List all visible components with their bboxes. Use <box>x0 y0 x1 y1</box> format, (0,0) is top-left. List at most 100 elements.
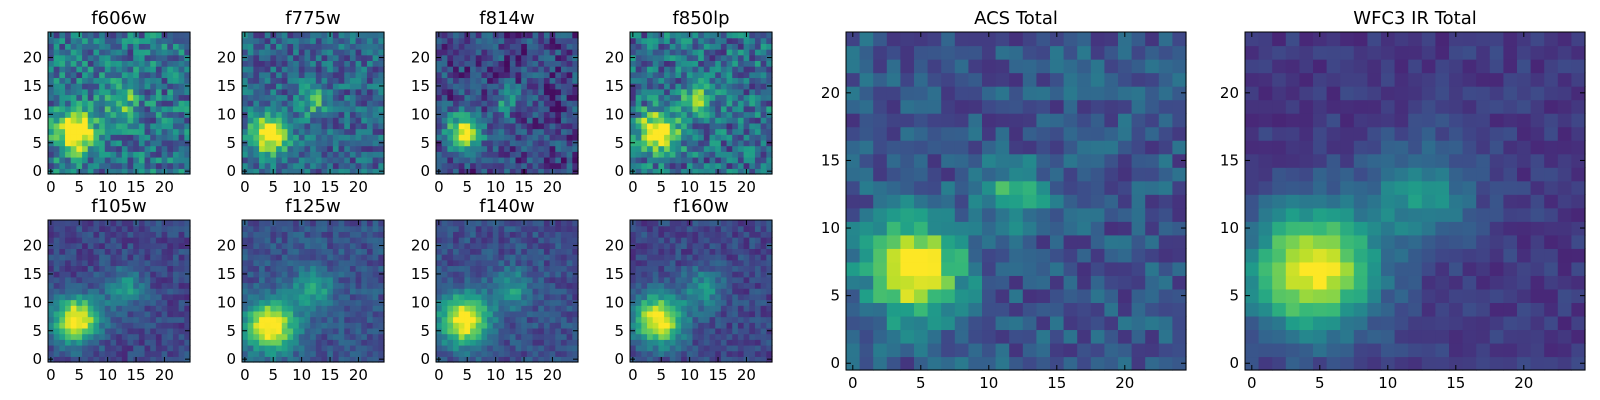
heatmap-cell <box>259 105 266 113</box>
heatmap-cell <box>475 139 483 147</box>
heatmap-cell <box>344 282 351 289</box>
heatmap-cell <box>521 225 528 232</box>
heatmap-cell <box>458 88 465 96</box>
heatmap-cell <box>492 231 500 238</box>
heatmap-cell <box>538 339 545 346</box>
heatmap-cell <box>281 322 289 329</box>
heatmap-cell <box>53 344 60 352</box>
heatmap-cell <box>53 111 60 118</box>
heatmap-cell <box>686 111 694 118</box>
heatmap-cell <box>127 288 134 295</box>
heatmap-cell <box>270 333 277 340</box>
heatmap-cell <box>560 316 568 323</box>
heatmap-cell <box>498 276 505 284</box>
heatmap-cell <box>172 288 180 295</box>
heatmap-cell <box>641 156 648 164</box>
heatmap-cell <box>521 265 528 272</box>
heatmap-cell <box>509 77 517 84</box>
heatmap-cell <box>344 37 351 44</box>
heatmap-cell <box>53 356 60 363</box>
heatmap-cell <box>726 310 733 318</box>
y-tick-label: 0 <box>32 350 42 368</box>
heatmap-cell <box>498 88 505 96</box>
x-tick-label: 0 <box>434 178 444 196</box>
heatmap-cell <box>555 134 562 141</box>
heatmap-cell <box>686 282 694 289</box>
heatmap-cell <box>138 60 146 67</box>
heatmap-cell <box>361 271 368 278</box>
heatmap-cell <box>327 288 334 295</box>
heatmap-cell <box>538 43 545 50</box>
heatmap-cell <box>436 94 443 101</box>
heatmap-cell <box>155 305 163 312</box>
heatmap-cell <box>652 299 659 306</box>
heatmap-cell <box>121 88 129 96</box>
heatmap-cell <box>321 254 328 261</box>
heatmap-cell <box>509 122 517 130</box>
heatmap-cell <box>172 77 180 84</box>
heatmap-cell <box>532 344 539 352</box>
heatmap-cell <box>720 134 728 141</box>
heatmap-cell <box>82 344 89 352</box>
heatmap-cell <box>82 327 89 335</box>
heatmap-cell <box>526 54 534 61</box>
heatmap-cell <box>321 327 328 335</box>
heatmap-cell <box>572 344 579 352</box>
heatmap-cell <box>372 276 379 284</box>
heatmap-cell <box>138 94 146 101</box>
heatmap-cell <box>441 333 448 340</box>
heatmap-cell <box>338 237 345 244</box>
heatmap-cell <box>104 83 112 90</box>
heatmap-cell <box>372 265 379 272</box>
heatmap-cell <box>526 327 534 335</box>
heatmap-cell <box>492 333 500 340</box>
heatmap-cell <box>184 254 191 261</box>
heatmap-cell <box>475 88 483 96</box>
axes-frame <box>241 31 385 175</box>
heatmap-cell <box>332 134 340 141</box>
heatmap-cell <box>549 350 556 357</box>
heatmap-cell <box>133 151 140 158</box>
x-tick-label: 5 <box>74 366 84 384</box>
heatmap-cell <box>543 356 551 363</box>
heatmap-cell <box>121 254 129 261</box>
heatmap-cell <box>276 88 283 96</box>
heatmap-cell <box>276 299 283 306</box>
heatmap-cell <box>110 122 117 130</box>
heatmap-cell <box>453 305 460 312</box>
heatmap-cell <box>298 128 306 135</box>
heatmap-cell <box>293 327 300 335</box>
heatmap-cell <box>259 94 266 101</box>
heatmap-cell <box>361 316 368 323</box>
heatmap-cell <box>93 282 100 289</box>
heatmap-cell <box>110 339 117 346</box>
heatmap-cell <box>509 100 517 107</box>
heatmap-cell <box>298 282 306 289</box>
heatmap-cell <box>698 111 705 118</box>
heatmap-cell <box>470 151 477 158</box>
heatmap-cell <box>754 168 762 175</box>
heatmap-cell <box>76 316 83 323</box>
heatmap-cell <box>481 32 488 39</box>
heatmap-cell <box>641 105 648 113</box>
heatmap-cell <box>635 139 642 147</box>
heatmap-cell <box>361 77 368 84</box>
heatmap-cell <box>504 71 511 79</box>
heatmap-cell <box>543 128 551 135</box>
heatmap-cell <box>464 305 471 312</box>
heatmap-cell <box>737 356 745 363</box>
heatmap-cell <box>732 310 739 318</box>
heatmap-cell <box>344 276 351 284</box>
heatmap-cell <box>315 225 323 232</box>
heatmap-cell <box>447 94 454 101</box>
heatmap-cell <box>310 305 317 312</box>
heatmap-cell <box>242 288 249 295</box>
heatmap-cell <box>87 271 95 278</box>
heatmap-cell <box>344 60 351 67</box>
heatmap-cell <box>184 128 191 135</box>
heatmap-cell <box>53 128 60 135</box>
heatmap-cell <box>492 237 500 244</box>
heatmap-cell <box>481 117 488 124</box>
heatmap-cell <box>664 60 671 67</box>
heatmap-cell <box>743 77 750 84</box>
